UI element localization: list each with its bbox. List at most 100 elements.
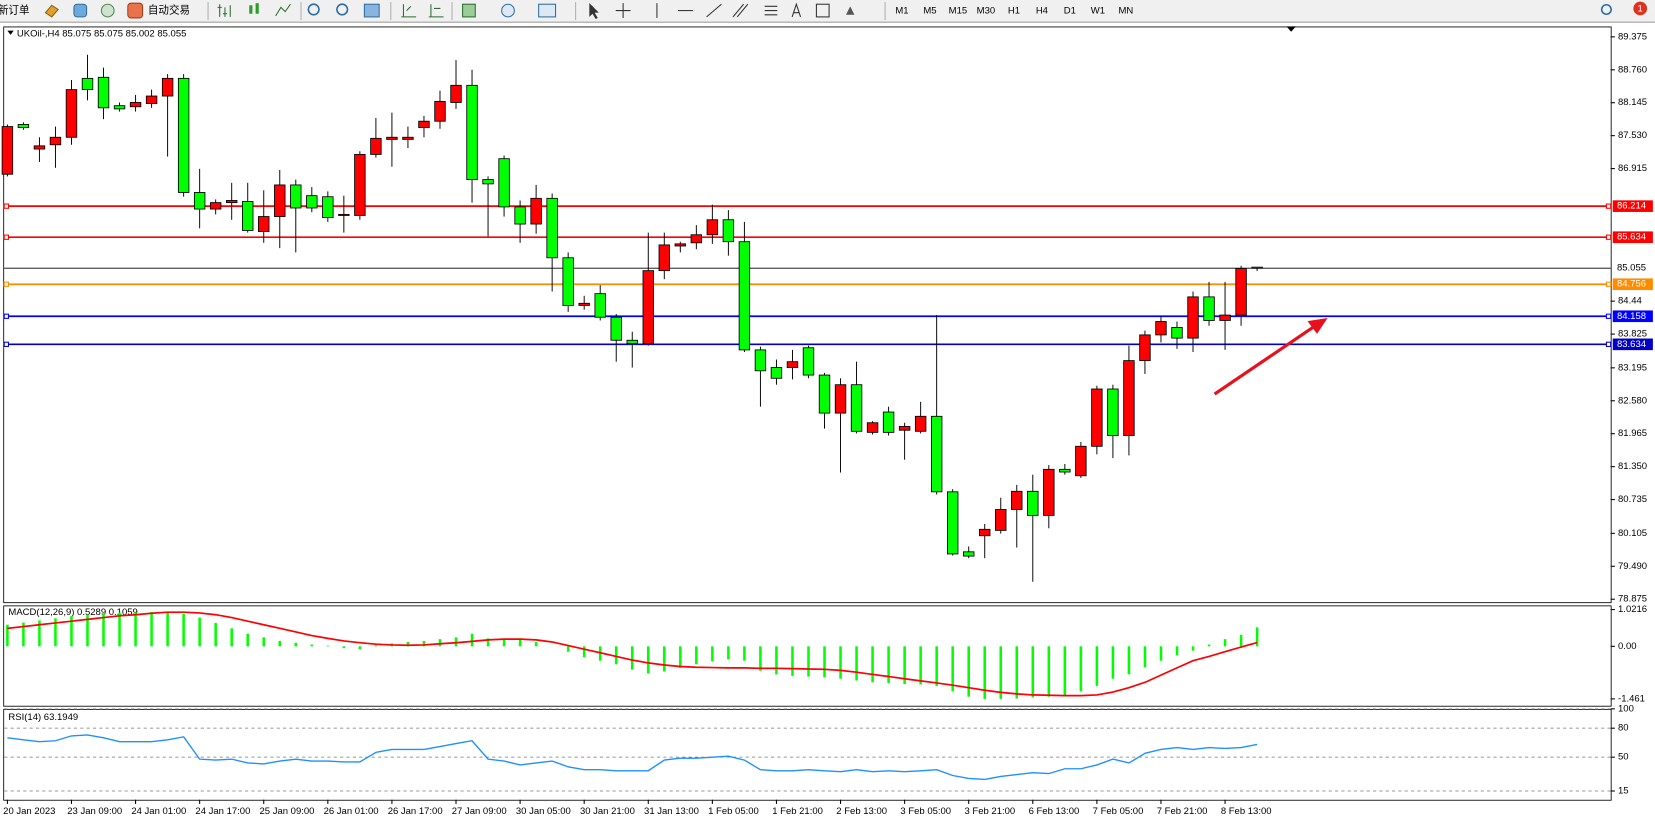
candle-body [866, 422, 879, 433]
timeframe-button[interactable] [1001, 2, 1027, 21]
icon-label[interactable] [815, 3, 830, 18]
macd-bar [118, 612, 121, 647]
candle-body [738, 241, 751, 351]
candle-body [770, 367, 783, 379]
timeframe-label[interactable]: M30 [977, 6, 995, 17]
icon-crosshair[interactable] [615, 3, 631, 18]
macd-bar [839, 646, 842, 679]
timeframe-label[interactable]: MN [1118, 6, 1133, 17]
macd-bar [134, 612, 137, 647]
icon-fibo[interactable] [764, 5, 778, 16]
icon-text[interactable] [791, 2, 802, 18]
icon-signals[interactable] [100, 3, 115, 18]
icon-indicators[interactable] [462, 3, 476, 18]
timeframe-label[interactable]: H1 [1008, 6, 1020, 17]
macd-bar [887, 646, 890, 684]
timeframe-label[interactable]: M15 [949, 6, 967, 17]
candle-body [1203, 296, 1215, 321]
timeframe-button[interactable] [1057, 2, 1083, 21]
candle-body [1155, 321, 1167, 336]
icon-zoom-in[interactable] [307, 3, 320, 16]
level-handle [1605, 203, 1612, 209]
icon-bar-chart[interactable] [217, 4, 231, 17]
icon-line-chart[interactable] [275, 3, 291, 17]
candle-body [946, 491, 959, 555]
rsi-panel [3, 708, 1612, 801]
icon-trendline[interactable] [706, 3, 722, 18]
icon-cursor[interactable] [589, 3, 599, 20]
level-label: 84.158 [1617, 311, 1646, 322]
timeframe-label[interactable]: W1 [1091, 6, 1105, 17]
icon-auto-trading[interactable] [127, 2, 144, 19]
icon-search[interactable] [1600, 3, 1612, 16]
toolbar-icons [44, 1, 1648, 21]
candle-body [1011, 490, 1023, 510]
x-tick-label: 25 Jan 09:00 [260, 806, 315, 817]
icon-candles[interactable] [249, 5, 253, 14]
macd-bar [647, 646, 650, 674]
y-tick-label: 80.105 [1618, 528, 1647, 539]
macd-bar [182, 613, 185, 647]
timeframe-label[interactable]: M1 [895, 6, 908, 17]
timeframe-label[interactable]: H4 [1036, 6, 1048, 17]
y-tick-label: 88.145 [1618, 97, 1647, 108]
icon-templates[interactable] [538, 3, 557, 18]
main-panel [3, 26, 1612, 604]
macd-bar [807, 646, 810, 677]
macd-bar [422, 640, 426, 647]
candle-body [354, 153, 366, 216]
icon-shift[interactable] [428, 4, 444, 18]
alerts-badge[interactable] [1633, 1, 1648, 16]
y-tick-label: -1.461 [1618, 693, 1645, 704]
icon-channel[interactable] [732, 3, 749, 18]
timeframe-button[interactable] [1113, 2, 1139, 21]
candle-body [914, 415, 927, 432]
macd-bar [1255, 627, 1259, 647]
icon-periods[interactable] [501, 3, 515, 18]
candle-body [514, 206, 526, 225]
macd-bar [727, 646, 730, 660]
icon-tile[interactable] [363, 3, 380, 18]
level-label: 85.634 [1617, 232, 1646, 243]
candle-body [802, 347, 815, 376]
timeframe-label[interactable]: D1 [1064, 6, 1076, 17]
timeframe-button[interactable] [889, 2, 915, 21]
timeframe-button[interactable] [1029, 2, 1055, 21]
x-tick-label: 20 Jan 2023 [3, 806, 55, 817]
candle-body [834, 384, 847, 414]
macd-bar [1223, 639, 1227, 647]
macd-bar [166, 611, 169, 647]
timeframe-button[interactable] [917, 2, 943, 21]
macd-title: MACD(12,26,9) 0.5289 0.1059 [8, 607, 137, 618]
candle-body [145, 95, 158, 104]
candle-body [81, 77, 94, 91]
icon-candles-b[interactable] [255, 3, 259, 14]
icon-autoscroll[interactable] [401, 4, 417, 18]
auto-trading-label[interactable]: 自动交易 [148, 3, 190, 16]
macd-bar [775, 646, 778, 675]
macd-bar [294, 642, 298, 647]
timeframe-button[interactable] [973, 2, 999, 21]
new-order-button[interactable]: 新订单 [0, 3, 30, 16]
candle-body [193, 192, 206, 210]
macd-bar [1015, 646, 1019, 699]
icon-zoom-out[interactable] [336, 3, 349, 16]
level-handle [1605, 341, 1612, 347]
rsi-title: RSI(14) 63.1949 [8, 712, 78, 723]
icon-history[interactable] [73, 3, 88, 18]
candle-body [482, 179, 494, 185]
timeframe-label[interactable]: M5 [923, 6, 936, 17]
icon-shapes[interactable] [845, 6, 855, 15]
macd-bar [903, 646, 906, 685]
timeframe-button[interactable] [945, 2, 971, 21]
candle-body [578, 302, 590, 306]
y-tick-label: 87.530 [1618, 130, 1647, 141]
icon-orders[interactable] [44, 4, 59, 18]
candle-body [722, 219, 735, 243]
timeframe-button[interactable] [1085, 2, 1111, 21]
candle-body [322, 196, 334, 219]
x-tick-label: 8 Feb 13:00 [1221, 806, 1272, 817]
macd-bar [951, 646, 954, 692]
macd-bar [679, 646, 682, 668]
macd-bar [967, 646, 970, 697]
